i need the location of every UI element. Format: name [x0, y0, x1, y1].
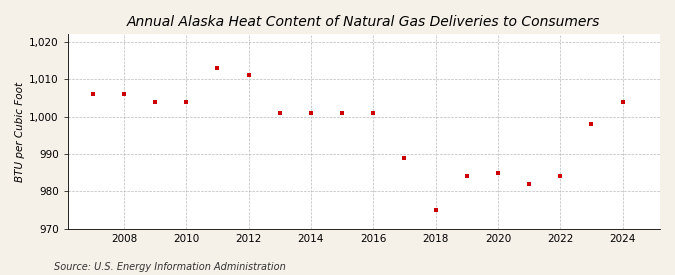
Point	[337, 111, 348, 115]
Point	[181, 99, 192, 104]
Point	[274, 111, 285, 115]
Point	[617, 99, 628, 104]
Point	[430, 208, 441, 212]
Point	[555, 174, 566, 178]
Point	[87, 92, 98, 96]
Title: Annual Alaska Heat Content of Natural Gas Deliveries to Consumers: Annual Alaska Heat Content of Natural Ga…	[127, 15, 601, 29]
Point	[243, 73, 254, 78]
Point	[212, 66, 223, 70]
Point	[399, 155, 410, 160]
Point	[306, 111, 317, 115]
Point	[461, 174, 472, 178]
Y-axis label: BTU per Cubic Foot: BTU per Cubic Foot	[15, 81, 25, 182]
Text: Source: U.S. Energy Information Administration: Source: U.S. Energy Information Administ…	[54, 262, 286, 272]
Point	[119, 92, 130, 96]
Point	[586, 122, 597, 126]
Point	[524, 182, 535, 186]
Point	[493, 170, 504, 175]
Point	[368, 111, 379, 115]
Point	[150, 99, 161, 104]
